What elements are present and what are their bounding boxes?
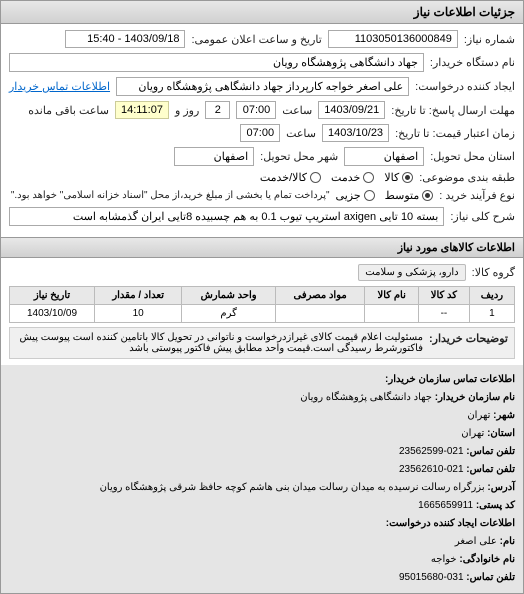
cell-qty: 10 [95, 305, 182, 323]
c-ctel: 031-95015680 [399, 572, 464, 583]
c-family: خواجه [431, 554, 457, 565]
contact-link[interactable]: اطلاعات تماس خریدار [9, 80, 110, 93]
pkg-opt-1: خدمت [331, 171, 360, 184]
city-label: شهر محل تحویل: [260, 150, 338, 163]
number-label: شماره نیاز: [464, 33, 515, 46]
c-state-label: استان: [487, 428, 515, 439]
announce-value: 1403/09/18 - 15:40 [65, 30, 185, 48]
send-time-label: ساعت [282, 104, 312, 117]
c-post-label: کد پستی: [476, 500, 515, 511]
buyer-note-box: توضیحات خریدار: مسئولیت اعلام قیمت کالای… [9, 327, 515, 359]
number-value: 1103050136000849 [328, 30, 458, 48]
cell-material [275, 305, 364, 323]
c-fax: 021-23562610 [399, 464, 464, 475]
contact-section: اطلاعات تماس سازمان خریدار: نام سازمان خ… [1, 365, 523, 593]
proc-radio-group: متوسط جزیی [336, 189, 434, 202]
remain-days: 2 [205, 101, 230, 119]
send-time: 07:00 [236, 101, 276, 119]
c-name: علی اصغر [455, 536, 497, 547]
col-date: تاریخ نیاز [10, 287, 95, 305]
price-time-label: ساعت [286, 127, 316, 140]
state-label: استان محل تحویل: [430, 150, 515, 163]
cell-code: -- [419, 305, 470, 323]
pkg-opt-2: کالا/خدمت [260, 171, 307, 184]
send-date: 1403/09/21 [318, 101, 385, 119]
proc-radio-med[interactable]: متوسط [385, 189, 434, 202]
city-value: اصفهان [174, 147, 254, 166]
buyer-value: جهاد دانشگاهی پژوهشگاه رویان [9, 53, 424, 72]
c-name-label: نام: [500, 536, 515, 547]
goods-group-tag: دارو، پزشکی و سلامت [358, 264, 465, 281]
radio-icon [363, 172, 374, 183]
pkg-radio-kala[interactable]: کالا [384, 171, 413, 184]
c-tel-label: تلفن تماس: [466, 446, 515, 457]
creator-label: ایجاد کننده درخواست: [415, 80, 515, 93]
cell-row: 1 [469, 305, 514, 323]
remain-suffix: ساعت باقی مانده [28, 104, 109, 117]
pkg-radio-group: کالا خدمت کالا/خدمت [260, 171, 413, 184]
goods-header: اطلاعات کالاهای مورد نیاز [1, 237, 523, 258]
panel-title: جزئیات اطلاعات نیاز [1, 1, 523, 24]
org-label: نام سازمان خریدار: [435, 392, 515, 403]
desc-label: شرح کلی نیاز: [450, 210, 515, 223]
buyer-label: نام دستگاه خریدار: [430, 56, 515, 69]
radio-icon [402, 172, 413, 183]
pkg-radio-service[interactable]: خدمت [331, 171, 374, 184]
col-code: کد کالا [419, 287, 470, 305]
c-family-label: نام خانوادگی: [459, 554, 515, 565]
table-row: 1 -- گرم 10 1403/10/09 [10, 305, 515, 323]
c-city-label: شهر: [493, 410, 515, 421]
proc-opt-0: متوسط [385, 189, 420, 202]
c-state: تهران [461, 428, 484, 439]
radio-icon [422, 190, 433, 201]
c-city: تهران [467, 410, 490, 421]
c-addr: بزرگراه رسالت نرسیده به میدان رسالت میدا… [100, 482, 485, 493]
buyer-note-text: مسئولیت اعلام قیمت کالای غیرازدرخواست و … [16, 332, 423, 354]
col-row: ردیف [469, 287, 514, 305]
remain-time: 14:11:07 [115, 101, 169, 119]
goods-group-label: گروه کالا: [472, 266, 515, 279]
org-value: جهاد دانشگاهی پژوهشگاه رویان [300, 392, 432, 403]
buyer-note-label: توضیحات خریدار: [429, 332, 508, 345]
c-ctel-label: تلفن تماس: [466, 572, 515, 583]
price-time: 07:00 [240, 124, 280, 142]
pkg-radio-both[interactable]: کالا/خدمت [260, 171, 321, 184]
proc-opt-1: جزیی [336, 189, 361, 202]
pkg-opt-0: کالا [384, 171, 399, 184]
price-date: 1403/10/23 [322, 124, 389, 142]
proc-note: "پرداخت تمام یا بخشی از مبلغ خرید،از محل… [11, 190, 330, 201]
radio-icon [310, 172, 321, 183]
cell-unit: گرم [182, 305, 276, 323]
col-unit: واحد شمارش [182, 287, 276, 305]
cell-date: 1403/10/09 [10, 305, 95, 323]
col-qty: تعداد / مقدار [95, 287, 182, 305]
col-material: مواد مصرفی [275, 287, 364, 305]
cell-name [365, 305, 419, 323]
desc-value: بسته 10 تایی axigen استریپ تیوب 0.1 به ه… [9, 207, 444, 226]
remain-days-label: روز و [175, 104, 199, 117]
proc-label: نوع فرآیند خرید : [439, 189, 515, 202]
pkg-label: طبقه بندی موضوعی: [419, 171, 515, 184]
radio-icon [364, 190, 375, 201]
creator-value: علی اصغر خواجه کارپرداز جهاد دانشگاهی پژ… [116, 77, 409, 96]
price-deadline-label: زمان اعتبار قیمت: تا تاریخ: [395, 127, 515, 140]
col-name: نام کالا [365, 287, 419, 305]
creator-header: اطلاعات ایجاد کننده درخواست: [386, 518, 515, 529]
contact-header: اطلاعات تماس سازمان خریدار: [385, 374, 515, 385]
c-post: 1665659911 [418, 500, 473, 511]
state-value: اصفهان [344, 147, 424, 166]
c-fax-label: تلفن تماس: [466, 464, 515, 475]
send-deadline-label: مهلت ارسال پاسخ: تا تاریخ: [391, 104, 515, 117]
announce-label: تاریخ و ساعت اعلان عمومی: [191, 33, 321, 46]
c-addr-label: آدرس: [487, 482, 515, 493]
c-tel: 021-23562599 [399, 446, 464, 457]
goods-table: ردیف کد کالا نام کالا مواد مصرفی واحد شم… [9, 286, 515, 323]
proc-radio-minor[interactable]: جزیی [336, 189, 375, 202]
